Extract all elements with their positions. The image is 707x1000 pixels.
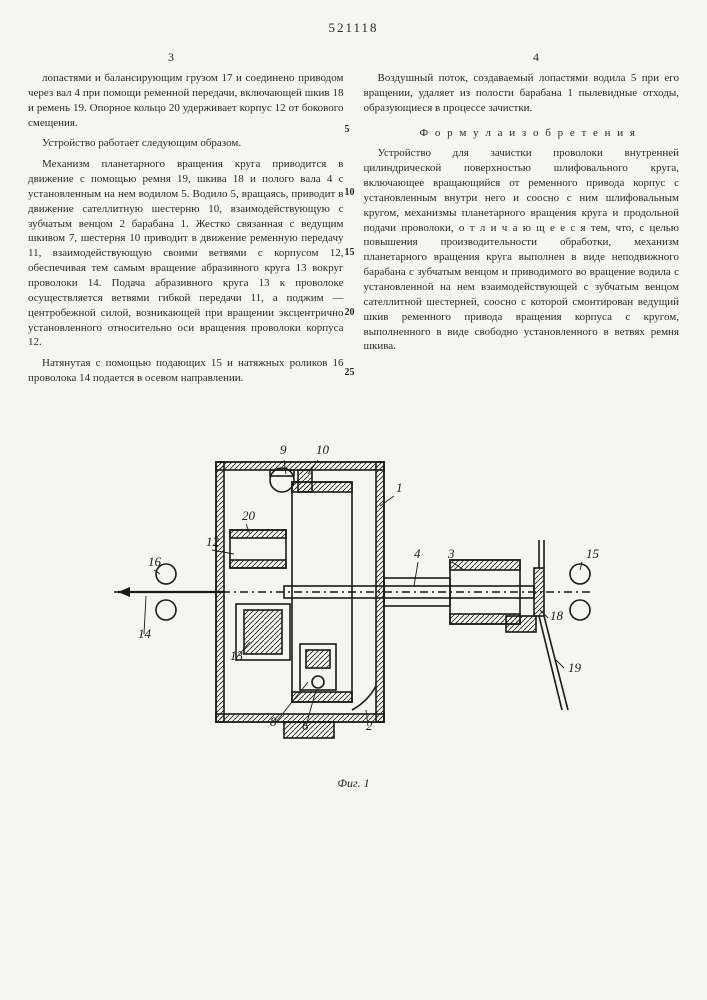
svg-text:8: 8 <box>270 714 277 729</box>
document-number: 521118 <box>28 20 679 36</box>
svg-text:20: 20 <box>242 508 256 523</box>
svg-text:14: 14 <box>138 626 152 641</box>
right-column: Воздушный поток, создаваемый лопастями в… <box>364 71 680 392</box>
right-paragraph-1: Воздушный поток, создаваемый лопастями в… <box>364 71 680 116</box>
svg-text:10: 10 <box>316 442 330 457</box>
svg-text:16: 16 <box>148 554 162 569</box>
left-paragraph-3: Механизм планетарного вращения круга при… <box>28 157 344 350</box>
left-paragraph-1: лопастями и балансирующим грузом 17 и со… <box>28 71 344 130</box>
svg-text:2: 2 <box>366 718 373 733</box>
svg-text:18: 18 <box>550 608 564 623</box>
svg-text:1: 1 <box>396 480 403 495</box>
svg-text:13: 13 <box>230 648 244 663</box>
text-columns: лопастями и балансирующим грузом 17 и со… <box>28 71 679 392</box>
right-paragraph-2: Устройство для зачистки проволоки внутре… <box>364 146 680 354</box>
page-numbers-row: 3 4 <box>28 50 679 65</box>
left-paragraph-4: Натянутая с помощью подающих 15 и натяжн… <box>28 356 344 386</box>
line-marker: 25 <box>345 367 355 378</box>
svg-text:9: 9 <box>280 442 287 457</box>
svg-text:4: 4 <box>414 546 421 561</box>
svg-text:3: 3 <box>447 546 455 561</box>
page-number-left: 3 <box>168 50 174 65</box>
line-marker: 20 <box>345 307 355 318</box>
page-number-right: 4 <box>533 50 539 65</box>
left-column: лопастями и балансирующим грузом 17 и со… <box>28 71 344 392</box>
figure-1-drawing: 9 10 1 20 16 12 4 3 15 14 13 8 6 2 18 19 <box>94 410 614 770</box>
left-paragraph-2: Устройство работает следующим образом. <box>28 136 344 151</box>
formula-title: Ф о р м у л а и з о б р е т е н и я <box>364 126 680 141</box>
line-marker: 15 <box>345 247 355 258</box>
figure-area: 9 10 1 20 16 12 4 3 15 14 13 8 6 2 18 19 Фиг. 1 <box>28 410 679 791</box>
svg-text:19: 19 <box>568 660 582 675</box>
line-marker: 10 <box>345 187 355 198</box>
figure-caption: Фиг. 1 <box>337 776 369 791</box>
line-marker: 5 <box>345 124 350 135</box>
svg-text:15: 15 <box>586 546 600 561</box>
svg-text:12: 12 <box>206 534 220 549</box>
svg-text:6: 6 <box>302 718 309 733</box>
